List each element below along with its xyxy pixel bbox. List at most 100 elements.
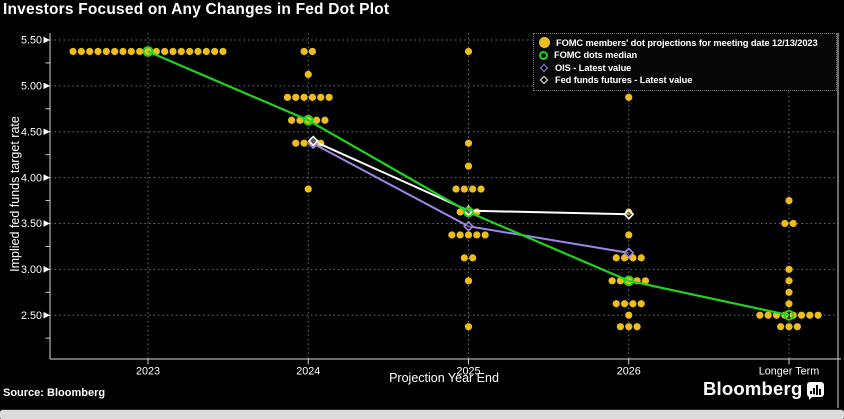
series-line-purple — [312, 142, 629, 254]
fomc-dot — [785, 265, 793, 273]
purple-diamond-marker — [462, 220, 475, 232]
fomc-dot — [136, 47, 144, 56]
fomc-dot — [464, 162, 473, 170]
median-circle-marker — [142, 46, 154, 57]
fomc-dot — [612, 254, 620, 262]
fomc-dot — [777, 323, 785, 331]
fomc-dot — [616, 323, 625, 331]
gridlines — [50, 33, 838, 359]
y-tick-label: 4.00 — [21, 172, 42, 184]
bloomberg-chart-icon — [807, 382, 824, 400]
legend-item-ois[interactable]: OIS - Latest value — [539, 62, 831, 74]
fomc-dot — [464, 231, 473, 239]
fomc-dot — [300, 93, 308, 101]
white-diamond-icon — [539, 76, 549, 85]
fomc-dot — [292, 139, 300, 147]
fomc-dot — [785, 277, 793, 285]
median-circle-marker — [623, 275, 635, 287]
fomc-dot — [456, 208, 464, 216]
y-tick-arrow-icon — [43, 311, 50, 319]
legend-label: Fed funds futures - Latest value — [555, 75, 693, 86]
fomc-dot — [304, 185, 312, 193]
fomc-dot — [111, 47, 119, 56]
fomc-dot — [202, 47, 210, 56]
fomc-dot — [448, 231, 456, 239]
fomc-dot — [69, 47, 77, 56]
fomc-dot — [186, 47, 194, 56]
fomc-dot — [785, 300, 793, 308]
fomc-dot — [785, 196, 793, 205]
white-diamond-marker — [307, 135, 319, 147]
x-axis-ticks: 2023 2024 2025 2026 Longer Term — [136, 359, 819, 378]
fomc-dot — [625, 231, 633, 239]
x-axis-title: Projection Year End — [389, 371, 499, 385]
white-diamond-marker — [623, 208, 635, 220]
fomc-dot — [625, 93, 633, 101]
median-circle-marker — [783, 309, 795, 321]
fomc-dot — [629, 300, 637, 308]
x-tick-label: 2023 — [136, 366, 160, 378]
y-tick-arrow-icon — [43, 220, 50, 227]
fomc-dot — [633, 323, 641, 331]
series-lines — [147, 50, 790, 317]
x-tick-label: 2026 — [617, 366, 641, 378]
y-axis-ticks: 5.50 5.00 4.50 4.00 3.50 3.00 2.50 — [21, 35, 50, 339]
y-tick-arrow-icon — [43, 36, 50, 44]
fomc-dot — [292, 93, 300, 101]
fomc-dot — [317, 93, 325, 101]
x-tick-label: 2024 — [296, 366, 320, 378]
bottom-scroll-strip[interactable] — [0, 409, 844, 419]
fomc-dot — [781, 219, 789, 228]
fomc-dot — [460, 254, 468, 262]
fomc-dot — [300, 139, 308, 147]
fomc-dot — [806, 311, 814, 319]
y-tick-arrow-icon — [43, 82, 50, 90]
fomc-dot — [637, 254, 645, 262]
fomc-dot — [169, 47, 177, 56]
fomc-dot — [456, 231, 464, 239]
series-markers — [142, 46, 795, 321]
fomc-dot — [308, 47, 317, 56]
x-tick-label: 2025 — [456, 366, 480, 378]
fomc-dot — [641, 277, 650, 285]
x-tick-label: Longer Term — [759, 366, 819, 378]
fomc-dot — [793, 323, 801, 331]
fomc-dot — [464, 139, 473, 147]
fomc-dot — [756, 311, 764, 319]
y-tick-arrow-icon — [43, 174, 50, 181]
purple-diamond-marker — [623, 247, 635, 259]
fomc-dot — [620, 300, 629, 308]
fomc-dot — [620, 254, 629, 262]
fomc-dot — [460, 185, 468, 193]
median-circle-marker — [302, 114, 314, 126]
legend-label: OIS - Latest value — [555, 62, 632, 73]
fomc-dot — [86, 47, 94, 56]
legend-item-fed-funds-futures[interactable]: Fed funds futures - Latest value — [539, 75, 831, 87]
fomc-dot — [814, 311, 822, 319]
fomc-dot — [625, 311, 633, 319]
source-credit: Source: Bloomberg — [3, 387, 106, 399]
fomc-dot — [304, 70, 312, 79]
y-tick-arrow-icon — [43, 128, 50, 136]
fomc-dot — [477, 185, 485, 193]
legend-label: FOMC members' dot projections for meetin… — [556, 37, 818, 48]
legend-item-fomc-dots-median[interactable]: FOMC dots median — [539, 50, 831, 62]
fomc-dot — [119, 47, 127, 56]
fomc-dots — [69, 47, 822, 331]
fomc-dot — [94, 47, 102, 56]
legend-item-fomc-dot-projections[interactable]: FOMC members' dot projections for meetin… — [539, 37, 831, 49]
fomc-dot — [287, 116, 296, 124]
fomc-dot — [608, 277, 616, 285]
axes — [49, 33, 841, 408]
median-circle-marker — [463, 206, 474, 218]
fomc-dot — [469, 254, 477, 262]
fomc-dot — [464, 277, 473, 285]
series-line-green — [147, 50, 790, 317]
bloomberg-logo: Bloomberg — [703, 378, 803, 399]
y-axis-title: Implied fed funds target rate — [8, 116, 22, 272]
fomc-dot — [625, 323, 633, 331]
chart-title: Investors Focused on Any Changes in Fed … — [3, 1, 390, 18]
fomc-dot — [102, 47, 110, 56]
